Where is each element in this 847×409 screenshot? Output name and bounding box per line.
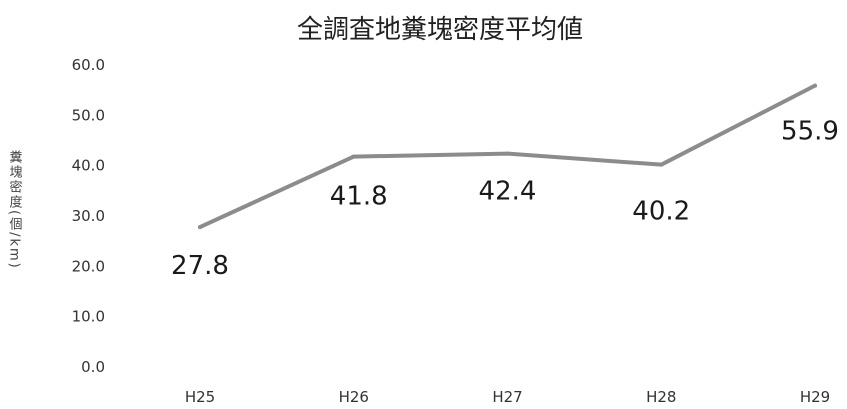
data-point xyxy=(505,151,510,156)
x-tick-label: H26 xyxy=(339,388,369,406)
y-tick-label: 60.0 xyxy=(72,56,105,74)
y-tick-label: 30.0 xyxy=(72,207,105,225)
data-points xyxy=(198,83,817,230)
x-axis-ticks: H25 H26 H27 H28 H29 xyxy=(185,388,830,406)
x-tick-label: H29 xyxy=(800,388,830,406)
data-point xyxy=(659,162,664,167)
chart-title: 全調査地糞塊密度平均値 xyxy=(297,15,583,45)
x-tick-label: H28 xyxy=(646,388,676,406)
y-tick-label: 10.0 xyxy=(72,308,105,326)
data-label: 40.2 xyxy=(632,197,690,227)
x-tick-label: H27 xyxy=(492,388,522,406)
x-tick-label: H25 xyxy=(185,388,215,406)
y-tick-label: 0.0 xyxy=(81,358,105,376)
data-label: 55.9 xyxy=(781,117,839,147)
y-axis-label: 糞塊密度(個/km) xyxy=(7,150,23,270)
data-label: 27.8 xyxy=(171,251,229,281)
data-point xyxy=(351,154,356,159)
data-label: 41.8 xyxy=(330,182,388,212)
y-tick-label: 50.0 xyxy=(72,106,105,124)
data-labels: 27.8 41.8 42.4 40.2 55.9 xyxy=(171,117,839,281)
y-tick-label: 40.0 xyxy=(72,157,105,175)
data-point xyxy=(198,225,202,230)
data-point xyxy=(813,83,817,88)
data-label: 42.4 xyxy=(479,177,537,207)
y-axis-ticks: 0.0 10.0 20.0 30.0 40.0 50.0 60.0 xyxy=(72,56,105,376)
y-tick-label: 20.0 xyxy=(72,257,105,275)
